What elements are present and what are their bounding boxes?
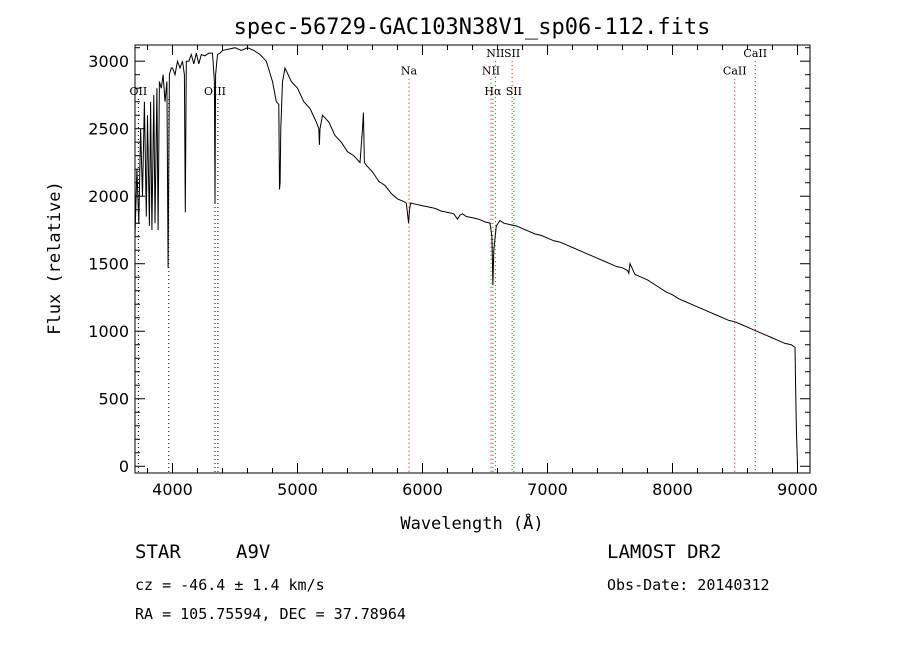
x-axis-ticks: 4000 5000 6000 7000 8000 9000: [147, 45, 818, 499]
x-axis-label: Wavelength (Å): [400, 512, 543, 534]
y-tick-label: 1500: [88, 255, 129, 274]
plot-frame: [134, 44, 811, 474]
line-marker-label: SII: [506, 85, 522, 98]
y-tick-label: 0: [119, 457, 129, 476]
x-tick-label: 9000: [777, 480, 818, 499]
spectrum-line: [134, 47, 798, 467]
y-axis-ticks: 0 500 1000 1500 2000 2500 3000: [88, 47, 810, 476]
y-tick-label: 2000: [88, 187, 129, 206]
line-marker-label: OII: [130, 85, 148, 98]
x-tick-label: 4000: [152, 480, 193, 499]
object-subclass: A9V: [236, 541, 271, 563]
x-tick-label: 5000: [277, 480, 318, 499]
y-tick-label: 1000: [88, 322, 129, 341]
line-marker-label: CaII: [743, 47, 767, 60]
observation-date: Obs-Date: 20140312: [607, 576, 770, 594]
x-tick-label: 8000: [652, 480, 693, 499]
line-marker-label: SII: [504, 47, 520, 60]
y-axis-label: Flux (relative): [45, 181, 65, 335]
y-tick-label: 500: [98, 390, 129, 409]
ra-dec-coordinates: RA = 105.75594, DEC = 37.78964: [135, 605, 406, 623]
plot-border: [134, 44, 811, 474]
line-marker-label: CaII: [723, 65, 747, 78]
line-marker-label: NII: [482, 65, 500, 78]
line-marker-label: OIII: [204, 85, 226, 98]
y-tick-label: 2500: [88, 120, 129, 139]
y-tick-label: 3000: [88, 52, 129, 71]
line-marker-label: Hα: [484, 85, 502, 98]
survey-name: LAMOST DR2: [607, 541, 722, 563]
x-tick-label: 7000: [527, 480, 568, 499]
x-tick-label: 6000: [402, 480, 443, 499]
spectral-line-markers: OII OIII Na NII NII Hα SII SII CaII CaII: [130, 47, 767, 473]
line-marker-label: Na: [401, 65, 418, 78]
object-type: STAR: [135, 541, 181, 563]
chart-title: spec-56729-GAC103N38V1_sp06-112.fits: [234, 15, 711, 40]
line-marker-label: NII: [486, 47, 504, 60]
redshift-velocity: cz = -46.4 ± 1.4 km/s: [135, 576, 325, 594]
